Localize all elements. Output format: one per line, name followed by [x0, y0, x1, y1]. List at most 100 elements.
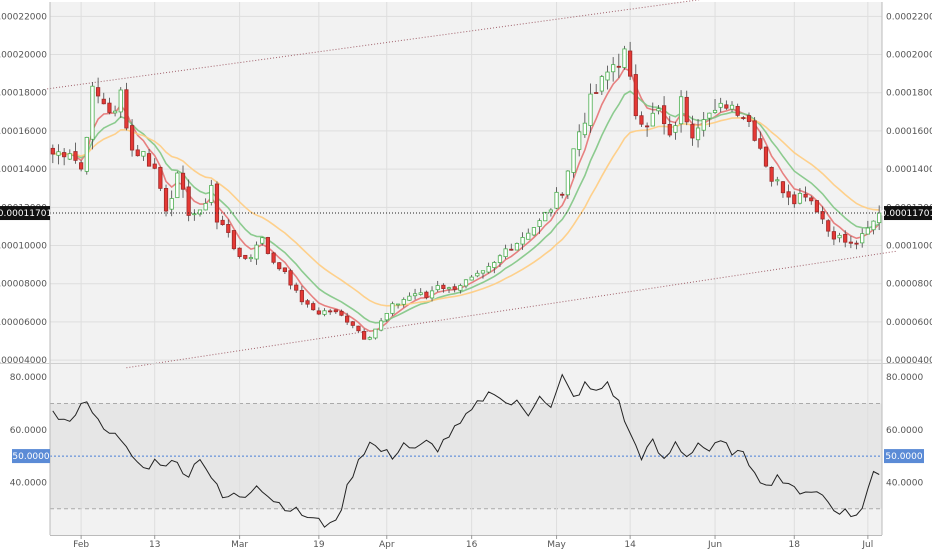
candle-body [809, 197, 814, 202]
candle-body [260, 237, 265, 244]
candle [209, 179, 214, 206]
candle [288, 268, 293, 290]
candle-body [656, 108, 661, 112]
candle [803, 186, 808, 202]
candle-body [243, 254, 248, 259]
candle-body [79, 162, 84, 170]
candle [226, 219, 231, 238]
candle-body [373, 328, 378, 339]
price-tick-label-left: 0.00020000 [0, 51, 47, 61]
last-price-tag-left[interactable]: 0.00011701 [0, 206, 52, 221]
candle [237, 247, 242, 259]
candle [497, 254, 503, 267]
candle-body [112, 110, 118, 114]
candle-body [814, 200, 820, 213]
candle [594, 84, 599, 94]
candle [311, 301, 316, 311]
candle-body [169, 198, 174, 210]
rsi-axis-right: 40.0000 60.0000 80.0000 [881, 364, 923, 535]
candle-body [588, 93, 593, 126]
candle-body [628, 50, 633, 77]
candle-body [639, 115, 644, 125]
candle-body [514, 243, 520, 251]
candle-body [328, 310, 333, 313]
rsi-midline-tag-left[interactable]: 50.0000 [12, 449, 50, 464]
candle [362, 328, 367, 340]
rsi-tick-label-left: 60.0000 [10, 426, 47, 436]
candle-body [62, 152, 67, 158]
candle-body [152, 163, 157, 169]
time-tick-label: 19 [313, 540, 325, 550]
candle [452, 283, 457, 293]
candle [328, 308, 333, 315]
candle-body [350, 321, 355, 326]
candle [514, 242, 520, 251]
candle [220, 215, 225, 226]
candle [316, 307, 321, 316]
rsi-midline-tag-right[interactable]: 50.0000 [884, 449, 924, 464]
candle [107, 97, 112, 115]
candle [673, 121, 678, 140]
candle-body [571, 148, 576, 173]
candle-body [673, 125, 678, 133]
candle [577, 124, 582, 157]
candle [124, 82, 129, 131]
candle-body [446, 287, 452, 290]
price-tick-label-left: 0.00010000 [0, 242, 47, 252]
candle [163, 184, 169, 217]
candle-body [758, 138, 763, 149]
candle [463, 279, 469, 289]
candle [175, 171, 180, 199]
candle-body [775, 179, 780, 182]
candle [282, 267, 287, 274]
price-tick-label-left: 0.00008000 [0, 280, 47, 290]
candle [667, 116, 672, 138]
price-tick-label-left: 0.00006000 [0, 318, 47, 328]
candle [135, 144, 140, 157]
candle-body [763, 146, 769, 167]
candle [599, 74, 604, 96]
candle [56, 144, 61, 165]
candle [458, 283, 463, 294]
value-tags[interactable]: 0.00011701 0.00011701 50.0000 50.0000 [0, 206, 932, 464]
candle [548, 208, 553, 217]
candle [729, 101, 735, 113]
candle [571, 148, 576, 178]
candle-body [560, 193, 565, 196]
candle [656, 104, 661, 115]
candle [265, 236, 271, 255]
price-tick-label-right: 0.00006000 [886, 318, 932, 328]
time-tick-label: Mar [231, 540, 248, 550]
time-tick-label: Jul [861, 540, 873, 550]
candle [356, 325, 361, 333]
candle [299, 285, 304, 305]
candle-body [390, 303, 395, 314]
candle-body [650, 112, 655, 127]
candle [763, 146, 769, 168]
candle-body [50, 147, 55, 155]
candle-body [537, 220, 542, 227]
candle [758, 131, 763, 151]
candle-body [622, 48, 627, 68]
candle [180, 165, 186, 198]
candle-body [175, 172, 180, 199]
price-tick-label-right: 0.00022000 [886, 12, 932, 22]
candle [741, 115, 746, 121]
candle [865, 220, 870, 235]
trend-channel [47, 0, 897, 369]
candle [401, 297, 406, 308]
candle [73, 142, 78, 164]
candle-body [146, 153, 152, 167]
candle [877, 205, 882, 231]
candle-body [73, 151, 78, 161]
last-price-tag-right[interactable]: 0.00011701 [881, 206, 932, 221]
candle [350, 320, 355, 329]
price-tick-label-left: 0.00004000 [0, 356, 47, 366]
candle [701, 111, 706, 137]
candle-body [786, 191, 791, 198]
candle [339, 309, 344, 317]
candle [792, 191, 797, 208]
candle-body [565, 170, 570, 196]
candle [639, 111, 644, 127]
candle-body [854, 242, 859, 245]
